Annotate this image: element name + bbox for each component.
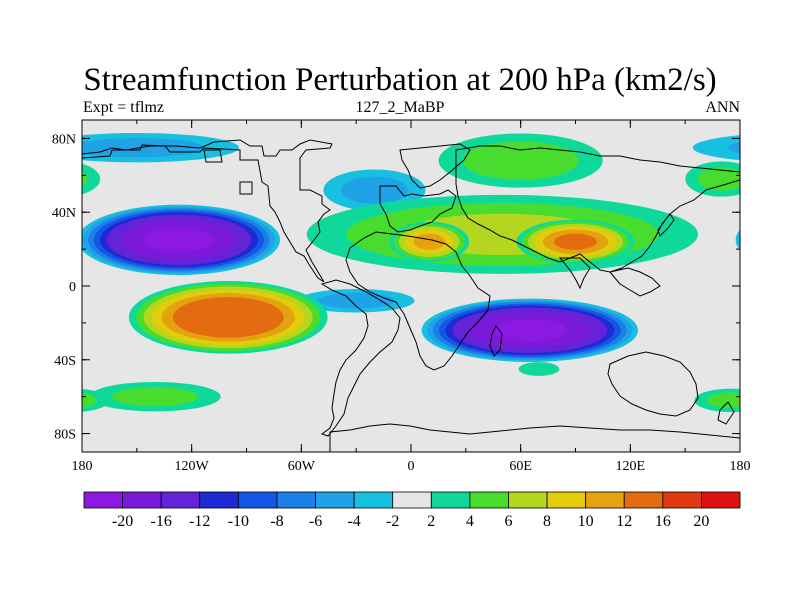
colorbar-swatch xyxy=(160,491,201,509)
feature-southern-ocean-high-east xyxy=(82,388,740,413)
colorbar-swatch xyxy=(237,491,278,509)
feature-europe-low xyxy=(323,169,426,211)
lon-tick-label: 120W xyxy=(175,459,210,474)
lat-tick-label: 0 xyxy=(69,280,76,295)
colorbar-label: 4 xyxy=(466,513,474,530)
contour-band xyxy=(143,227,215,253)
contour-band-wrap xyxy=(82,163,101,195)
feature-arctic-asia-high xyxy=(438,133,603,188)
feature-south-indian-low xyxy=(421,298,638,362)
lat-tick-label: 40S xyxy=(54,354,76,369)
contour-band-wrap xyxy=(82,171,88,187)
colorbar-swatch xyxy=(392,491,432,509)
season-label: ANN xyxy=(705,99,740,116)
feature-north-atlantic-africa-high xyxy=(306,194,699,274)
colorbar-label: 2 xyxy=(427,513,435,530)
greenland-coastline xyxy=(399,143,471,189)
lon-tick-label: 0 xyxy=(408,459,415,474)
contour-band xyxy=(82,138,204,158)
contour-band-wrap xyxy=(692,135,740,161)
africa-coastline xyxy=(345,231,491,371)
colorbar-label: -4 xyxy=(347,513,360,530)
madagascar-coastline xyxy=(489,325,503,357)
colorbar-swatch xyxy=(430,491,471,509)
north-america-coastline xyxy=(82,139,333,283)
antarctica-coastline xyxy=(329,423,740,452)
colorbar-swatch xyxy=(701,491,741,509)
southeast-asia-coastline xyxy=(609,267,661,297)
contour-band xyxy=(554,233,597,250)
europe-coastline xyxy=(379,185,457,233)
lon-tick-label: 120E xyxy=(616,459,646,474)
colorbar-label: 20 xyxy=(693,513,709,530)
contour-band xyxy=(462,141,579,180)
feature-south-pacific-high xyxy=(128,281,328,354)
feature-asian-high xyxy=(516,219,635,264)
australia-coastline xyxy=(607,351,699,417)
colorbar-swatch xyxy=(83,491,123,509)
map-title: Streamfunction Perturbation at 200 hPa (… xyxy=(83,62,717,98)
contour-band xyxy=(172,297,284,338)
colorbar-swatch xyxy=(315,491,355,509)
colorbar: -20 -16 -12 -10 -8 -6 -4 -2 2 4 6 8 10 12 16 20 xyxy=(83,491,741,530)
lon-tick-label: 180 xyxy=(730,459,751,474)
feature-north-africa-high xyxy=(389,221,470,262)
colorbar-label: -16 xyxy=(151,513,172,530)
contour-band xyxy=(492,319,568,342)
experiment-label: Expt = tflmz xyxy=(83,99,165,116)
feature-antarctic-indian-high xyxy=(518,362,560,376)
colorbar-label: 10 xyxy=(578,513,594,530)
colorbar-label: 16 xyxy=(655,513,671,530)
colorbar-label: -6 xyxy=(309,513,322,530)
lon-tick-label: 60W xyxy=(288,459,316,474)
colorbar-swatch xyxy=(623,491,664,509)
colorbar-label: -8 xyxy=(270,513,283,530)
contour-band xyxy=(413,233,446,250)
colorbar-label: -12 xyxy=(189,513,210,530)
contour-band-wrap xyxy=(82,388,110,412)
new-zealand-coastline xyxy=(717,401,735,425)
lat-tick-label: 80N xyxy=(52,132,76,147)
axis-ticks: 80N 40N 0 40S 80S 180 120W 60W 0 60E 120E 180 xyxy=(52,120,751,474)
lon-tick-label: 60E xyxy=(509,459,532,474)
colorbar-label: -20 xyxy=(112,513,133,530)
contour-band-wrap xyxy=(728,142,740,154)
colorbar-label: 12 xyxy=(616,513,632,530)
contour-band xyxy=(697,167,740,191)
colorbar-swatch xyxy=(662,491,702,509)
arctic-island-coastline xyxy=(203,149,223,163)
colorbar-label: -2 xyxy=(386,513,399,530)
lat-tick-label: 80S xyxy=(54,428,76,443)
colorbar-swatch xyxy=(353,491,394,509)
colorbar-swatch xyxy=(508,491,548,509)
colorbar-label: -10 xyxy=(228,513,249,530)
contour-band xyxy=(707,392,740,409)
colorbar-label: 8 xyxy=(543,513,551,530)
contour-band-wrap xyxy=(82,393,97,408)
south-america-coastline xyxy=(320,279,401,437)
contour-band xyxy=(341,176,408,204)
colorbar-swatch xyxy=(585,491,625,509)
india-coastline xyxy=(558,257,591,290)
lon-tick-label: 180 xyxy=(72,459,93,474)
colorbar-swatch xyxy=(469,491,509,509)
feature-southern-ocean-high-west xyxy=(89,381,221,412)
colorbar-swatch xyxy=(122,491,162,509)
colorbar-swatch xyxy=(546,491,587,509)
case-label: 127_2_MaBP xyxy=(355,99,445,116)
contour-band xyxy=(518,362,560,376)
coastlines xyxy=(82,139,740,452)
lat-tick-label: 40N xyxy=(52,206,76,221)
colorbar-swatch xyxy=(199,491,239,509)
contour-band-wrap xyxy=(735,229,740,251)
asia-coastline xyxy=(455,145,740,273)
colorbar-label: 6 xyxy=(504,513,512,530)
colorbar-swatch xyxy=(276,491,316,509)
japan-coastline xyxy=(657,213,675,237)
feature-north-pacific-low xyxy=(82,204,740,276)
contour-band xyxy=(112,387,199,407)
feature-south-atlantic-low xyxy=(297,288,415,313)
arctic-island-coastline-2 xyxy=(239,181,253,195)
